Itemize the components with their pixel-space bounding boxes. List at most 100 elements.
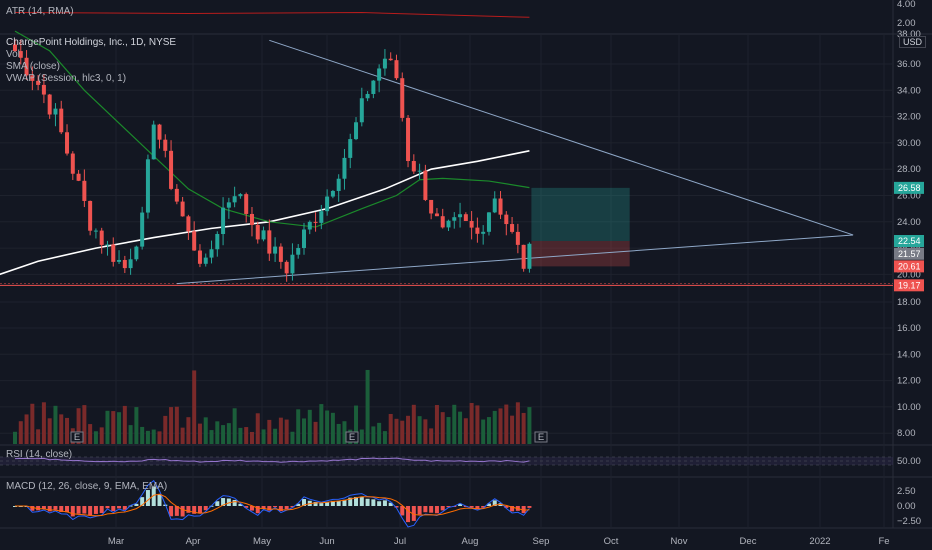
candle xyxy=(429,199,434,220)
volume-bar xyxy=(140,426,145,444)
currency-label[interactable]: USD xyxy=(899,36,927,48)
atr-legend[interactable]: ATR (14, RMA) xyxy=(6,6,74,18)
candle-body xyxy=(18,51,23,58)
candle xyxy=(105,240,110,256)
candle xyxy=(388,52,393,61)
macd-hist-bar xyxy=(197,506,202,514)
candle-body xyxy=(330,190,335,197)
volume-bar xyxy=(290,431,295,444)
candle xyxy=(307,220,312,235)
price-tag-label: 20.61 xyxy=(898,261,921,271)
candle-body xyxy=(354,122,359,140)
macd-hist-bar xyxy=(371,499,376,506)
sma-line xyxy=(0,150,530,276)
price-tag-bg xyxy=(894,279,924,292)
volume-bar xyxy=(423,419,428,444)
volume-bar xyxy=(434,405,439,444)
candle-body xyxy=(515,231,520,245)
volume-bar xyxy=(504,404,509,444)
earnings-letter: E xyxy=(349,432,355,443)
macd-hist-bar xyxy=(284,506,289,510)
y-tick-label: 10.00 xyxy=(897,402,921,413)
candle-body xyxy=(307,221,312,230)
rsi-line xyxy=(14,457,530,463)
volume-bar xyxy=(59,414,64,444)
candle-body xyxy=(273,246,278,254)
earnings-marker: E xyxy=(534,431,548,443)
candle xyxy=(330,189,335,199)
candle xyxy=(492,191,497,214)
candle xyxy=(382,49,387,76)
volume-bar xyxy=(365,369,370,444)
candle xyxy=(400,72,405,122)
candle xyxy=(394,54,399,81)
candle xyxy=(30,66,35,91)
macd-hist-bar xyxy=(238,503,243,506)
volume-bar xyxy=(296,409,301,444)
volume-bar xyxy=(174,406,179,444)
volume-bar xyxy=(134,407,139,444)
candle-body xyxy=(128,259,133,269)
y-tick-label: 36.00 xyxy=(897,59,921,70)
candle xyxy=(440,208,445,229)
volume-bar xyxy=(359,429,364,444)
y-tick-label: 32.00 xyxy=(897,112,921,123)
candle-body xyxy=(76,173,81,181)
volume-bar xyxy=(388,413,393,444)
volume-bar xyxy=(371,426,376,444)
y-tick-label: 20.00 xyxy=(897,269,921,280)
candle xyxy=(354,117,359,141)
candle xyxy=(290,243,295,281)
earnings-marker: E xyxy=(70,431,84,443)
macd-hist-bar xyxy=(458,503,463,506)
price-tag-label: 21.57 xyxy=(898,249,921,259)
macd-hist-bar xyxy=(423,506,428,513)
candle xyxy=(302,222,306,255)
macd-hist-bar xyxy=(388,502,393,506)
macd-legend[interactable]: MACD (12, 26, close, 9, EMA, EMA) xyxy=(6,481,167,493)
macd-hist-bar xyxy=(348,497,353,506)
price-tag: 21.57 xyxy=(894,247,924,260)
candle xyxy=(273,237,278,262)
candle xyxy=(510,216,515,234)
macd-hist-bar xyxy=(354,496,359,506)
candle-body xyxy=(261,230,266,240)
candle-body xyxy=(238,194,243,197)
candle-body xyxy=(452,217,457,221)
macd-hist-bar xyxy=(261,506,266,509)
candle-body xyxy=(53,108,58,115)
volume-bar xyxy=(122,405,127,444)
macd-hist-bar xyxy=(313,501,318,506)
main-legend[interactable]: ChargePoint Holdings, Inc., 1D, NYSE Vol… xyxy=(6,37,176,85)
macd-hist-bar xyxy=(174,506,179,516)
macd-hist-bar xyxy=(510,506,515,512)
candle-body xyxy=(486,212,491,232)
candle-body xyxy=(134,246,139,260)
volume-bar xyxy=(111,411,116,444)
candle xyxy=(36,74,41,91)
rsi-legend[interactable]: RSI (14, close) xyxy=(6,449,72,461)
candle xyxy=(278,243,283,269)
macd-hist-bar xyxy=(527,506,532,508)
candle xyxy=(463,212,468,222)
macd-hist-bar xyxy=(296,503,301,506)
candle xyxy=(192,221,197,251)
candle xyxy=(151,120,156,160)
candle xyxy=(140,206,145,250)
candle xyxy=(504,211,509,236)
candle-body xyxy=(423,170,428,200)
candle-body xyxy=(475,227,480,234)
candle xyxy=(215,231,220,257)
macd-hist-bar xyxy=(105,506,110,509)
macd-hist-bar xyxy=(342,499,347,506)
macd-hist-bar xyxy=(122,506,127,510)
macd-hist-bar xyxy=(70,506,75,517)
macd-hist-bar xyxy=(145,490,150,506)
candle-body xyxy=(192,231,197,251)
atr-line xyxy=(14,12,530,18)
volume-bar xyxy=(319,404,324,444)
macd-hist-bar xyxy=(151,486,156,506)
candle-body xyxy=(302,229,306,248)
position-target-zone xyxy=(531,187,630,241)
